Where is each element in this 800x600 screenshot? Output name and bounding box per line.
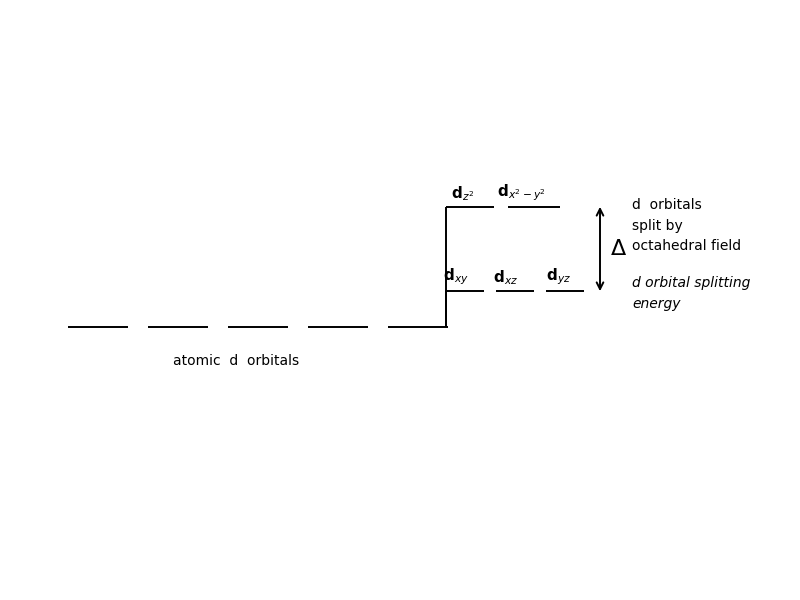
Text: $\mathbf{d}_{x^2-y^2}$: $\mathbf{d}_{x^2-y^2}$ — [497, 182, 546, 203]
Text: $\mathbf{d}_{xy}$: $\mathbf{d}_{xy}$ — [443, 266, 469, 287]
Text: $\mathbf{d}_{xz}$: $\mathbf{d}_{xz}$ — [493, 268, 518, 287]
Text: $\mathbf{d}_{yz}$: $\mathbf{d}_{yz}$ — [546, 266, 571, 287]
Text: $\mathbf{d}_{z^2}$: $\mathbf{d}_{z^2}$ — [451, 184, 474, 203]
Text: d  orbitals
split by
octahedral field: d orbitals split by octahedral field — [632, 198, 741, 253]
Text: $\Delta$: $\Delta$ — [610, 239, 626, 259]
Text: d orbital splitting
energy: d orbital splitting energy — [632, 276, 750, 311]
Text: atomic  d  orbitals: atomic d orbitals — [173, 354, 299, 368]
